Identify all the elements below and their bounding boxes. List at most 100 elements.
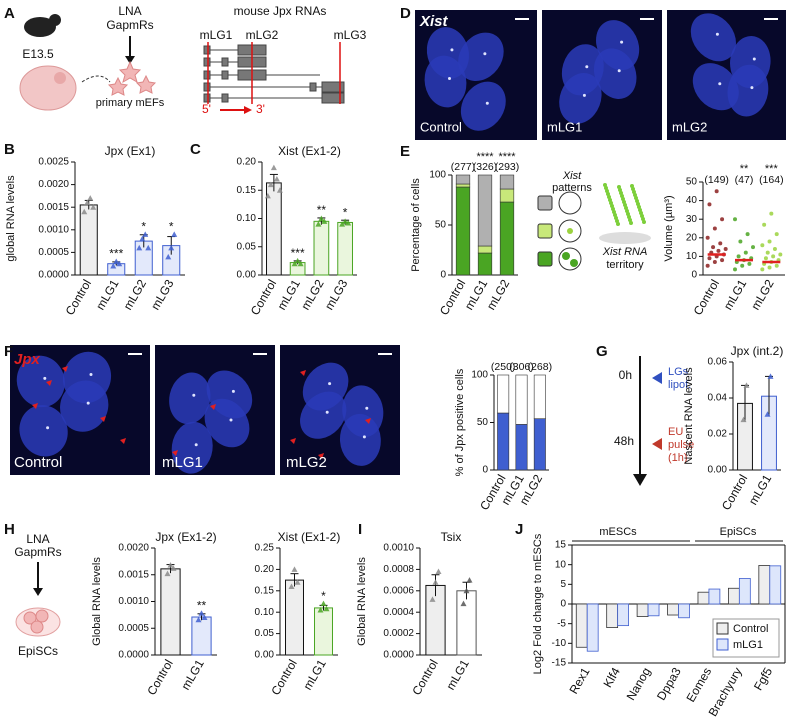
y-axis-label: Percentage of cells	[410, 178, 422, 272]
y-tick-label: 0	[482, 465, 488, 476]
y-tick-label: 0.00	[237, 270, 257, 281]
chart-title: Jpx (Ex1-2)	[155, 530, 216, 544]
y-tick-label: 0.15	[255, 585, 275, 596]
event-marker	[652, 372, 662, 384]
nucleus	[339, 413, 381, 466]
y-tick-label: 0.15	[237, 185, 257, 196]
significance: ***	[291, 246, 305, 260]
data-point	[294, 257, 301, 264]
y-tick-label: 0.20	[237, 157, 257, 168]
bar-segment	[533, 374, 546, 420]
label: lipof.	[668, 379, 691, 391]
significance: **	[317, 203, 327, 217]
bar	[313, 220, 330, 276]
data-point	[84, 199, 91, 206]
timeline-head	[633, 474, 647, 486]
panel-label: D	[400, 5, 411, 22]
arrowhead-marker	[120, 438, 126, 444]
data-point	[723, 246, 728, 251]
y-tick-label: 100	[429, 170, 446, 181]
n-label: (306)	[509, 361, 534, 373]
cell-icon	[107, 76, 129, 96]
bar	[769, 565, 782, 605]
label: mLG1	[200, 28, 233, 42]
data-point	[116, 260, 123, 267]
label: GapmRs	[14, 545, 61, 559]
y-axis-label: % of Jpx positive cells	[454, 368, 466, 476]
bar-segment	[515, 374, 528, 425]
data-point	[765, 250, 770, 255]
y-tick-label: 5	[560, 579, 566, 590]
nucleus	[169, 372, 211, 425]
direction-arrow-head	[244, 106, 252, 114]
arrowhead-marker	[172, 450, 178, 456]
n-label: (268)	[528, 361, 553, 373]
panel-label: B	[4, 141, 15, 158]
panel-label: I	[358, 521, 362, 538]
data-point	[705, 263, 710, 268]
arrowhead-marker	[100, 416, 106, 422]
bar-segment	[455, 174, 471, 185]
data-point	[747, 261, 752, 266]
bar	[586, 603, 599, 652]
foci	[585, 65, 589, 69]
arrowhead-marker	[62, 366, 68, 372]
significance: *	[321, 589, 326, 603]
pattern-icon	[558, 191, 582, 215]
label: 5'	[202, 102, 211, 116]
data-point	[707, 256, 712, 261]
data-point	[774, 232, 779, 237]
panel-label: E	[400, 143, 410, 160]
territory-dot	[615, 219, 619, 223]
y-axis-label: global RNA levels	[5, 175, 17, 262]
foci	[46, 426, 50, 430]
label: mESCs	[599, 526, 637, 538]
data-point	[291, 566, 298, 572]
mouse-head	[49, 14, 61, 26]
foci	[620, 40, 624, 44]
y-tick-label: 0.0010	[118, 596, 149, 607]
bar	[606, 603, 619, 629]
panel-label: F	[4, 343, 13, 360]
significance: ****	[476, 151, 494, 163]
bar	[647, 603, 660, 617]
label: patterns	[552, 182, 592, 194]
foci	[448, 77, 451, 80]
label: 0h	[619, 368, 632, 382]
significance: **	[740, 163, 749, 175]
nucleus	[692, 63, 739, 111]
label: mouse Jpx RNAs	[234, 4, 327, 18]
y-tick-label: 0.0004	[383, 607, 414, 618]
legend-label: mLG1	[733, 639, 763, 651]
arrowhead-marker	[318, 453, 324, 459]
data-point	[760, 243, 765, 248]
y-tick-label: 0.0010	[38, 224, 69, 235]
y-tick-label: 50	[435, 220, 447, 231]
foci	[715, 32, 719, 36]
label: Control	[14, 454, 62, 471]
bar	[191, 616, 212, 656]
y-tick-label: 0.10	[237, 213, 257, 224]
foci	[485, 101, 489, 105]
foci	[229, 418, 233, 422]
bar	[337, 221, 353, 276]
label: pulse	[668, 439, 694, 451]
foci	[89, 373, 93, 376]
data-point	[142, 231, 149, 237]
data-point	[463, 587, 470, 594]
y-tick-label: 0.0000	[38, 270, 69, 281]
y-tick-label: 0.0005	[118, 623, 149, 634]
panel-label: J	[515, 521, 523, 538]
cell-icon	[35, 609, 49, 623]
n-label: (164)	[759, 174, 784, 186]
bar-segment	[499, 201, 515, 276]
data-point	[198, 610, 205, 616]
n-label: (277)	[451, 161, 476, 173]
label: 3'	[256, 102, 265, 116]
bar	[728, 587, 740, 605]
bar	[160, 568, 181, 656]
significance: *	[141, 219, 146, 233]
y-tick-label: 0.0010	[383, 543, 414, 554]
foci	[450, 48, 454, 52]
y-tick-label: 15	[555, 540, 567, 551]
